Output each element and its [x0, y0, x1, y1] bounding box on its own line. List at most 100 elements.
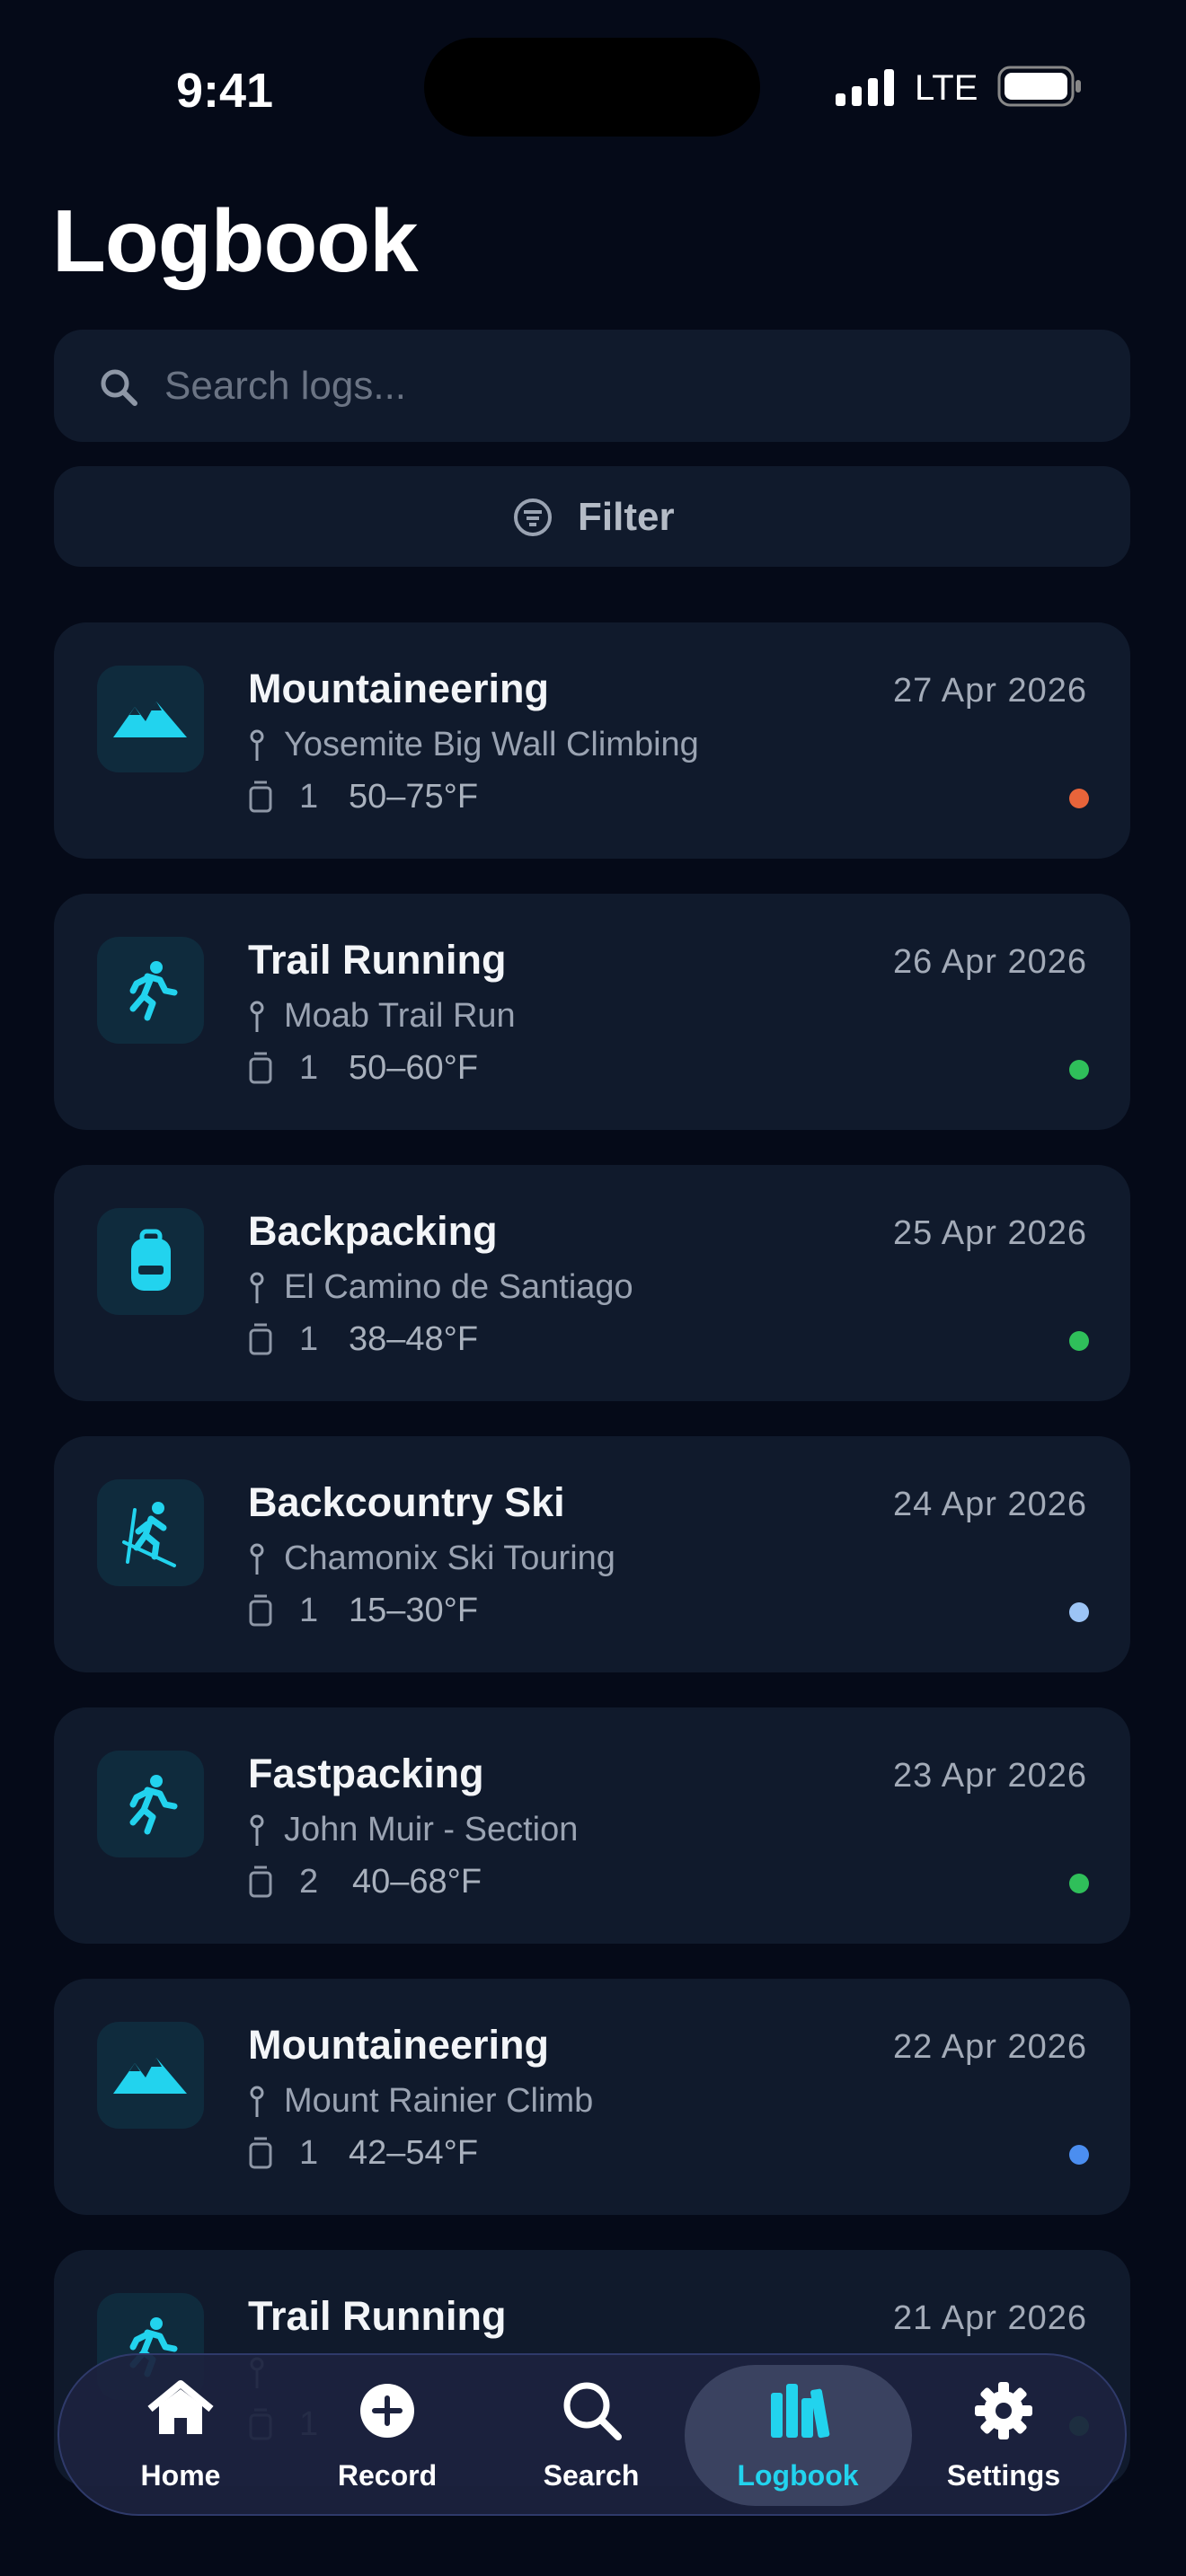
count-icon [248, 1050, 275, 1090]
pin-icon [248, 1813, 266, 1854]
tab-icon [351, 2377, 423, 2449]
pin-glyph [250, 1272, 264, 1303]
activity-title: Trail Running [248, 937, 507, 983]
log-card[interactable]: Mountaineering 22 Apr 2026 Mount Rainier C… [54, 1979, 1130, 2215]
box-glyph [249, 1052, 272, 1084]
log-card[interactable]: Trail Running 26 Apr 2026 Moab Trail Run 1 5… [54, 894, 1130, 1130]
icon-glyph [113, 701, 187, 737]
log-date: 27 Apr 2026 [893, 672, 1087, 710]
tab-icon [555, 2377, 627, 2449]
count-icon [248, 1321, 275, 1362]
activity-title: Backcountry Ski [248, 1479, 565, 1525]
box-glyph [249, 1866, 272, 1898]
tab-item[interactable]: Settings [900, 2353, 1107, 2516]
log-card[interactable]: Mountaineering 27 Apr 2026 Yosemite Big Wa… [54, 622, 1130, 859]
item-count: 1 [299, 2134, 319, 2172]
tab-label: Search [543, 2459, 640, 2492]
status-dot [1069, 1331, 1089, 1351]
log-card[interactable]: Backpacking 25 Apr 2026 El Camino de Santi… [54, 1165, 1130, 1401]
tab-glyph [563, 2382, 622, 2440]
box-glyph [249, 1594, 272, 1627]
temperature: 50–75°F [349, 778, 479, 816]
pin-icon [248, 1271, 266, 1311]
activity-icon [97, 666, 204, 772]
log-card[interactable]: Fastpacking 23 Apr 2026 John Muir - Sectio… [54, 1707, 1130, 1944]
network-label: LTE [915, 68, 978, 108]
item-count: 2 [299, 1863, 319, 1901]
status-dot [1069, 1874, 1089, 1893]
log-date: 21 Apr 2026 [893, 2299, 1087, 2337]
status-time: 9:41 [176, 64, 274, 118]
activity-icon [97, 937, 204, 1044]
filter-icon [514, 498, 552, 536]
tab-glyph [147, 2380, 214, 2434]
filter-label: Filter [578, 495, 675, 539]
count-icon [248, 779, 275, 819]
search-placeholder: Search logs... [164, 364, 407, 408]
tab-glyph [771, 2384, 830, 2439]
log-date: 23 Apr 2026 [893, 1757, 1087, 1795]
box-glyph [249, 781, 272, 813]
page-title: Logbook [52, 191, 419, 290]
pin-icon [248, 2085, 266, 2125]
tab-label: Record [337, 2459, 438, 2492]
icon-glyph [113, 2058, 187, 2094]
activity-title: Mountaineering [248, 666, 549, 711]
item-count: 1 [299, 1049, 319, 1087]
tab-icon [762, 2377, 834, 2449]
status-dot [1069, 1060, 1089, 1080]
tab-item[interactable]: Record [284, 2353, 491, 2516]
count-icon [248, 1864, 275, 1904]
item-count: 1 [299, 1320, 319, 1358]
activity-title: Mountaineering [248, 2022, 549, 2068]
icon-glyph [131, 1229, 171, 1291]
pin-icon [248, 728, 266, 769]
signal-icon [836, 69, 894, 106]
temperature: 15–30°F [349, 1592, 479, 1629]
battery-icon [997, 66, 1081, 107]
tab-label: Settings [946, 2459, 1061, 2492]
location: Chamonix Ski Touring [284, 1539, 615, 1577]
location: El Camino de Santiago [284, 1268, 633, 1306]
pin-icon [248, 1000, 266, 1040]
icon-glyph [122, 1502, 176, 1567]
activity-icon [97, 1208, 204, 1315]
temperature: 50–60°F [349, 1049, 479, 1087]
temperature: 42–54°F [349, 2134, 479, 2172]
log-date: 22 Apr 2026 [893, 2028, 1087, 2066]
box-glyph [249, 1323, 272, 1355]
status-dot [1069, 789, 1089, 808]
pin-icon [248, 1542, 266, 1583]
location: Moab Trail Run [284, 997, 516, 1035]
search-icon [101, 369, 137, 406]
log-date: 25 Apr 2026 [893, 1214, 1087, 1252]
activity-title: Fastpacking [248, 1751, 484, 1796]
log-card[interactable]: Backcountry Ski 24 Apr 2026 Chamonix Ski T… [54, 1436, 1130, 1672]
temperature: 38–48°F [349, 1320, 479, 1358]
item-count: 1 [299, 778, 319, 816]
activity-title: Backpacking [248, 1208, 498, 1254]
tab-item[interactable]: Home [77, 2353, 284, 2516]
pin-glyph [250, 1001, 264, 1032]
status-dot [1069, 2145, 1089, 2165]
icon-glyph [129, 961, 178, 1021]
pin-glyph [250, 1543, 264, 1575]
log-date: 24 Apr 2026 [893, 1486, 1087, 1523]
status-dot [1069, 1602, 1089, 1622]
activity-icon [97, 1479, 204, 1586]
tab-bar [58, 2353, 1127, 2516]
count-icon [248, 2135, 275, 2175]
tab-glyph [360, 2384, 414, 2438]
search-bar[interactable]: Search logs... [54, 330, 1130, 442]
box-glyph [249, 2137, 272, 2169]
count-icon [248, 1592, 275, 1633]
pin-glyph [250, 1814, 264, 1846]
activity-title: Trail Running [248, 2293, 507, 2339]
tab-item[interactable]: Logbook [695, 2353, 901, 2516]
location: Mount Rainier Climb [284, 2082, 594, 2120]
tab-glyph [975, 2382, 1032, 2439]
tab-item[interactable]: Search [488, 2353, 695, 2516]
tab-label: Home [140, 2459, 221, 2492]
filter-button[interactable]: Filter [54, 466, 1130, 567]
